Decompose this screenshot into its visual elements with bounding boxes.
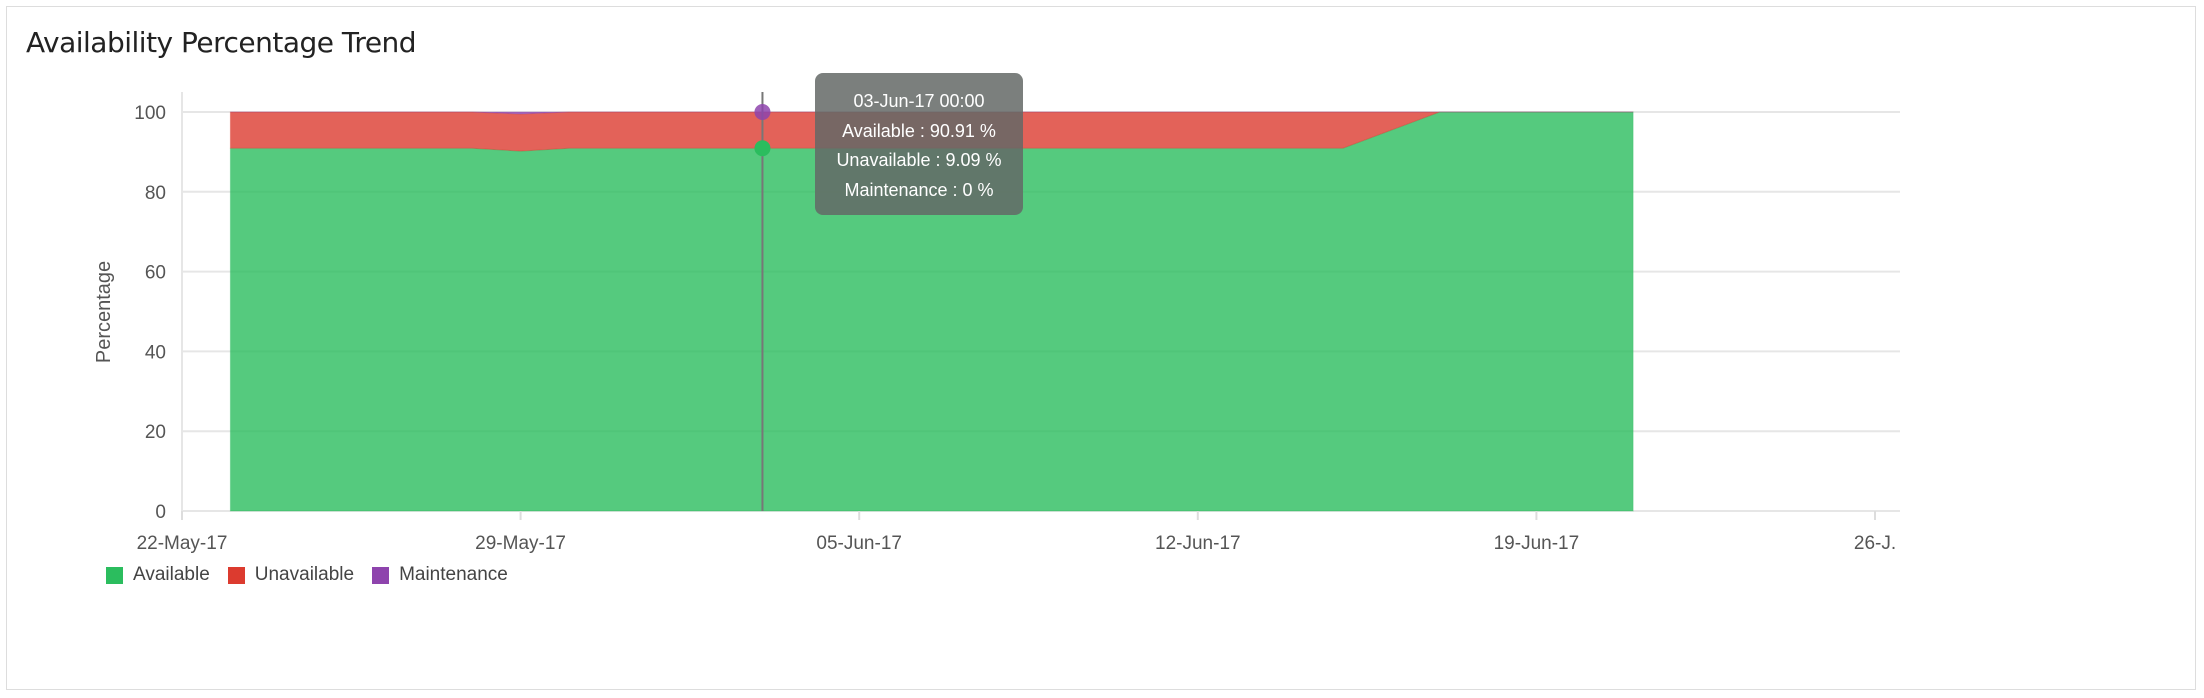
legend-item-unavailable[interactable]: Unavailable (227, 564, 355, 586)
area-maintenance (230, 111, 1634, 115)
legend-item-available[interactable]: Available (106, 564, 210, 586)
tooltip-available: Available : 90.91 % (842, 120, 996, 141)
y-tick-label: 60 (145, 263, 166, 284)
legend-swatch (372, 566, 390, 584)
x-tick-label: 05-Jun-17 (816, 533, 902, 554)
legend-label: Maintenance (399, 564, 508, 585)
legend-label: Available (133, 564, 210, 585)
y-tick-label: 0 (155, 502, 166, 523)
legend: Available Unavailable Maintenance (106, 564, 508, 586)
x-tick-label: 12-Jun-17 (1155, 533, 1241, 554)
x-tick-label: 22-May-17 (137, 533, 228, 554)
y-tick-label: 80 (145, 183, 166, 204)
chart-title: Availability Percentage Trend (26, 26, 417, 59)
tooltip: 03-Jun-17 00:00 Available : 90.91 % Unav… (815, 73, 1023, 215)
tooltip-maintenance: Maintenance : 0 % (844, 179, 994, 200)
legend-item-maintenance[interactable]: Maintenance (372, 564, 508, 586)
y-tick-label: 20 (145, 422, 166, 443)
y-tick-label: 100 (134, 103, 166, 124)
legend-swatch (227, 566, 245, 584)
x-tick-label: 19-Jun-17 (1494, 533, 1580, 554)
tooltip-unavailable: Unavailable : 9.09 % (836, 150, 1002, 170)
marker-available (754, 140, 771, 157)
chart-panel (6, 6, 2196, 690)
legend-label: Unavailable (254, 564, 355, 585)
y-axis-label: Percentage (93, 261, 115, 363)
x-tick-label: 29-May-17 (475, 533, 566, 554)
x-tick-label: 26-J. (1854, 533, 1896, 554)
legend-swatch (106, 566, 123, 584)
marker-maintenance (754, 104, 771, 120)
tooltip-date: 03-Jun-17 00:00 (853, 91, 985, 111)
y-tick-label: 40 (145, 342, 166, 363)
